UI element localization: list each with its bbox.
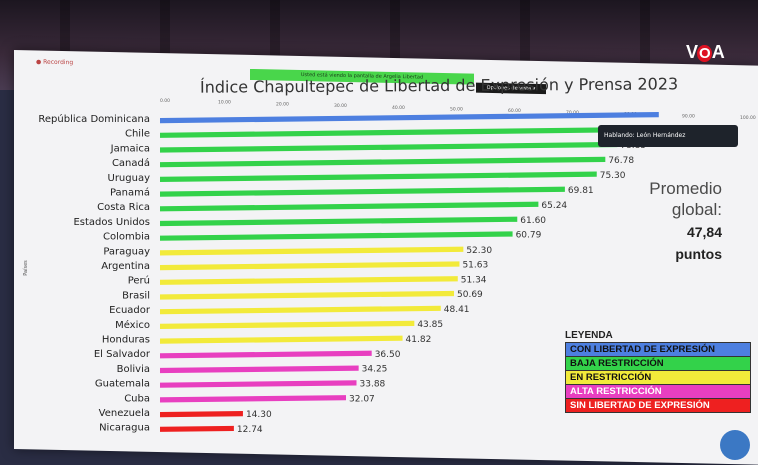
data-label: 52.30 — [466, 246, 492, 256]
legend-item-en-restriccion: EN RESTRICCIÓN — [565, 370, 751, 385]
data-label: 48.41 — [444, 305, 470, 315]
curtain-fold — [640, 0, 650, 90]
category-label: Bolivia — [117, 364, 150, 375]
category-label: Cuba — [124, 393, 150, 404]
category-label: Argentina — [101, 261, 150, 272]
bar — [160, 395, 347, 403]
curtain-fold — [160, 0, 170, 90]
bar — [160, 350, 372, 359]
bar — [160, 320, 415, 329]
bar — [160, 261, 460, 271]
category-label: Guatemala — [95, 379, 150, 390]
bar — [160, 186, 565, 197]
data-label: 34.25 — [362, 365, 388, 375]
bar — [160, 290, 455, 300]
category-label: Panamá — [110, 187, 150, 199]
legend-title: LEYENDA — [565, 330, 613, 341]
bar — [160, 246, 464, 256]
bar-chart: 0.0010.0020.0030.0040.0050.0060.0070.008… — [38, 98, 756, 435]
bar — [160, 231, 513, 241]
x-tick-label: 70.00 — [566, 110, 579, 116]
legend-item-con-libertad: CON LIBERTAD DE EXPRESIÓN — [565, 342, 751, 357]
bar — [160, 380, 357, 388]
x-tick-label: 30.00 — [334, 103, 347, 109]
bar — [160, 365, 359, 374]
speaking-indicator: Hablando: León Hernández — [598, 125, 738, 147]
curtain-fold — [390, 0, 400, 90]
category-label: Colombia — [103, 232, 150, 243]
average-unit: puntos — [675, 246, 722, 262]
curtain-fold — [520, 0, 530, 90]
legend-item-alta-restriccion: ALTA RESTRICCIÓN — [565, 384, 751, 399]
category-label: México — [115, 319, 150, 331]
x-tick-label: 60.00 — [508, 108, 521, 114]
data-label: 12.74 — [237, 425, 263, 435]
bar — [160, 276, 458, 285]
legend: LEYENDA CON LIBERTAD DE EXPRESIÓN BAJA R… — [565, 330, 751, 413]
x-tick-label: 50.00 — [450, 107, 463, 113]
data-label: 51.63 — [462, 261, 488, 271]
x-tick-label: 0.00 — [160, 98, 170, 104]
x-tick-label: 100.00 — [740, 115, 756, 121]
category-label: Venezuela — [99, 408, 150, 419]
bar — [160, 201, 539, 212]
data-label: 51.34 — [461, 275, 487, 285]
bar — [160, 335, 403, 344]
category-label: El Salvador — [94, 349, 151, 360]
average-value: 47,84 — [686, 224, 722, 240]
curtain-fold — [60, 0, 70, 90]
bar — [160, 127, 627, 138]
category-label: Estados Unidos — [73, 217, 150, 228]
category-label: Brasil — [122, 290, 150, 301]
category-label: Canadá — [112, 157, 150, 169]
data-label: 75.30 — [600, 171, 626, 181]
average-label-2: global: — [671, 200, 722, 219]
data-label: 65.24 — [541, 201, 567, 211]
bar — [160, 141, 618, 153]
data-label: 76.78 — [608, 156, 634, 166]
bar — [160, 171, 597, 182]
data-label: 60.79 — [516, 231, 542, 241]
data-label: 14.30 — [246, 410, 272, 420]
x-tick-label: 90.00 — [682, 113, 695, 119]
data-label: 32.07 — [349, 394, 375, 404]
bar — [160, 425, 234, 432]
x-tick-label: 10.00 — [218, 100, 231, 106]
x-tick-label: 40.00 — [392, 105, 405, 111]
category-label: Costa Rica — [97, 202, 150, 213]
data-label: 41.82 — [406, 335, 432, 345]
category-label: Chile — [125, 129, 150, 140]
data-label: 36.50 — [375, 350, 401, 360]
data-label: 69.81 — [568, 186, 594, 196]
global-average: Promedio global: 47,84 puntos — [612, 178, 722, 264]
legend-item-baja-restriccion: BAJA RESTRICCIÓN — [565, 356, 751, 371]
data-label: 33.88 — [360, 379, 386, 389]
bar — [160, 112, 659, 124]
data-label: 61.60 — [520, 216, 546, 226]
category-label: Uruguay — [108, 173, 151, 184]
data-label: 43.85 — [417, 320, 443, 330]
category-label: Paraguay — [103, 246, 150, 257]
category-label: Jamaica — [110, 143, 150, 154]
category-label: Ecuador — [109, 305, 151, 316]
curtain-fold — [270, 0, 280, 90]
average-label-1: Promedio — [649, 179, 722, 198]
bar — [160, 216, 518, 227]
bar — [160, 411, 243, 418]
legend-item-sin-libertad: SIN LIBERTAD DE EXPRESIÓN — [565, 398, 751, 413]
category-label: Honduras — [102, 335, 150, 346]
category-label: República Dominicana — [38, 113, 150, 125]
bar — [160, 305, 441, 315]
category-label: Nicaragua — [99, 423, 150, 434]
bar — [160, 156, 606, 168]
category-label: Perú — [128, 275, 150, 287]
data-label: 50.69 — [457, 290, 483, 300]
x-tick-label: 20.00 — [276, 101, 289, 107]
corner-logo — [720, 430, 750, 460]
